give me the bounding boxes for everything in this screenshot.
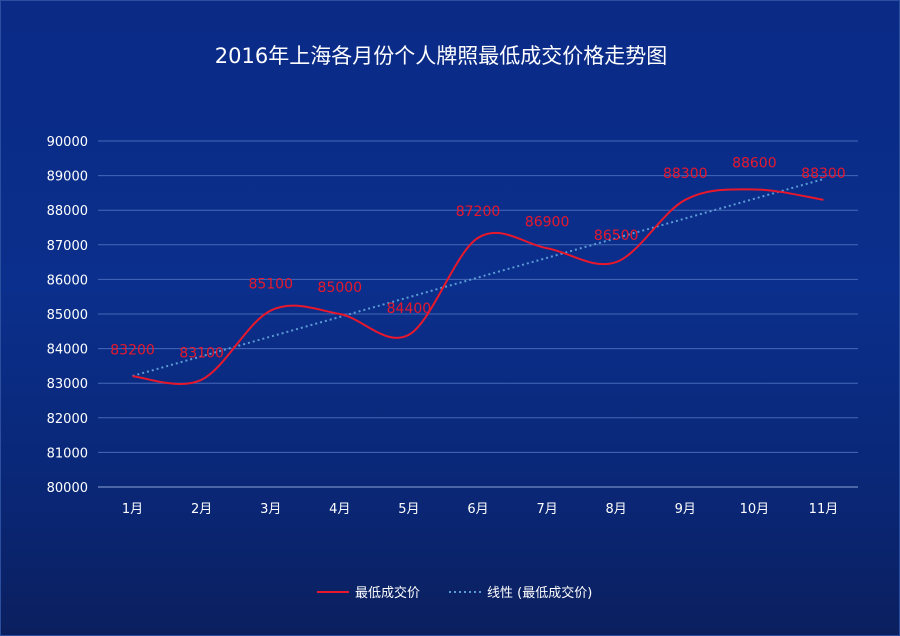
- data-label: 85000: [318, 280, 363, 296]
- x-tick-label: 7月: [536, 502, 557, 517]
- x-tick-label: 3月: [260, 502, 281, 517]
- y-tick-label: 88000: [47, 204, 88, 219]
- y-tick-label: 89000: [47, 170, 88, 185]
- data-label: 88600: [732, 155, 777, 171]
- data-label: 85100: [248, 277, 293, 293]
- data-label: 84400: [387, 301, 432, 317]
- data-labels: 83200 83100 85100 85000 84400 87200 86900 86500…: [110, 155, 845, 361]
- x-tick-label: 5月: [398, 502, 419, 517]
- y-tick-label: 80000: [47, 481, 88, 496]
- y-tick-label: 82000: [47, 412, 88, 427]
- series-layer: [132, 188, 824, 385]
- x-tick-label: 1月: [122, 502, 143, 517]
- y-tick-label: 83000: [47, 377, 88, 392]
- data-label: 87200: [456, 204, 501, 220]
- x-tick-label: 8月: [606, 502, 627, 517]
- legend-label-trendline: 线性 (最低成交价): [487, 585, 592, 601]
- x-tick-label: 6月: [467, 502, 488, 517]
- legend-label-series: 最低成交价: [355, 585, 420, 601]
- data-label: 83200: [110, 342, 155, 358]
- legend: 最低成交价 线性 (最低成交价): [317, 585, 592, 601]
- chart-title: 2016年上海各月份个人牌照最低成交价格走势图: [215, 44, 667, 68]
- data-label: 86900: [525, 214, 570, 230]
- data-label: 86500: [594, 228, 639, 244]
- x-axis-ticks: 1月 2月 3月 4月 5月 6月 7月 8月 9月 10月 11月: [122, 502, 838, 517]
- data-label: 83100: [179, 346, 224, 362]
- y-axis-ticks: 80000 81000 82000 83000 84000 85000 86000 87000…: [47, 135, 88, 496]
- data-label: 88300: [801, 166, 846, 182]
- y-tick-label: 84000: [47, 343, 88, 358]
- x-tick-label: 11月: [809, 502, 839, 517]
- series-line: [132, 188, 824, 385]
- x-tick-label: 9月: [675, 502, 696, 517]
- y-tick-label: 86000: [47, 273, 88, 288]
- y-tick-label: 85000: [47, 308, 88, 323]
- y-tick-label: 81000: [47, 446, 88, 461]
- gridlines: [98, 140, 858, 488]
- x-tick-label: 10月: [740, 502, 770, 517]
- x-tick-label: 2月: [191, 502, 212, 517]
- y-tick-label: 87000: [47, 239, 88, 254]
- data-label: 88300: [663, 166, 708, 182]
- x-tick-label: 4月: [329, 502, 350, 517]
- y-tick-label: 90000: [47, 135, 88, 150]
